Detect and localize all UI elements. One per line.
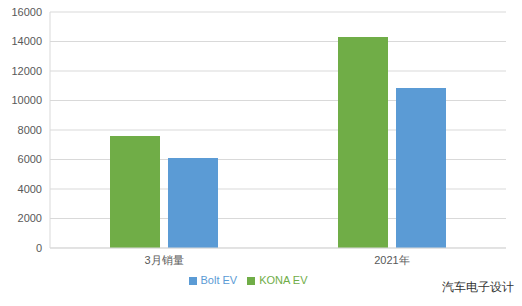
html-text:Bolt EV: Bolt EV — [200, 274, 238, 286]
svg-text:14000: 14000 — [11, 35, 42, 47]
svg-text:4000: 4000 — [18, 183, 42, 195]
svg-text:10000: 10000 — [11, 94, 42, 106]
svg-text:0: 0 — [36, 242, 42, 254]
html-text:汽车电子设计: 汽车电子设计 — [442, 280, 514, 294]
svg-text:12000: 12000 — [11, 65, 42, 77]
svg-text:16000: 16000 — [11, 6, 42, 18]
html-text:KONA EV: KONA EV — [259, 274, 308, 286]
svg-text:6000: 6000 — [18, 153, 42, 165]
svg-text:8000: 8000 — [18, 124, 42, 136]
svg-text:2000: 2000 — [18, 212, 42, 224]
svg-text:2021年: 2021年 — [374, 254, 409, 266]
svg-text:3月销量: 3月销量 — [144, 254, 183, 266]
